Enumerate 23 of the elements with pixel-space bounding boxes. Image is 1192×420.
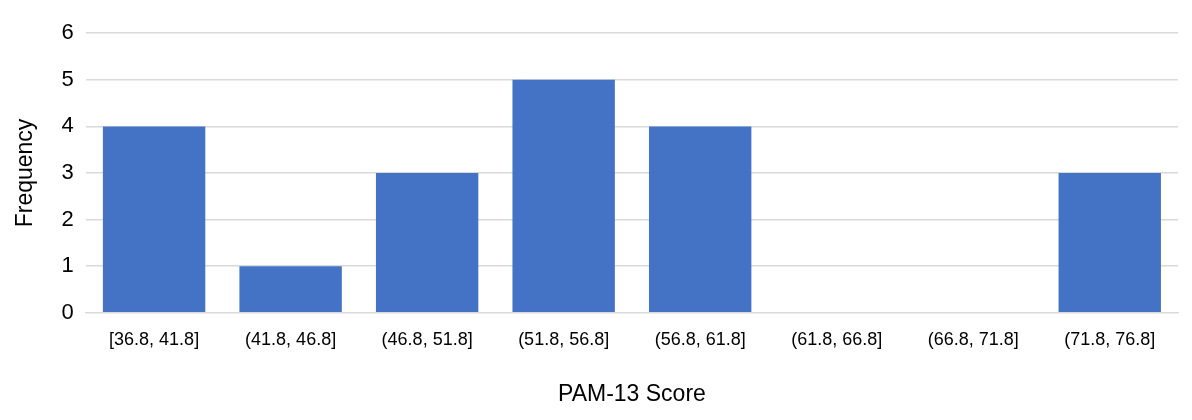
x-tick-label: (56.8, 61.8] <box>654 328 746 349</box>
x-tick-label: (51.8, 56.8] <box>518 328 610 349</box>
y-tick-label: 5 <box>61 65 74 91</box>
x-tick-label: (46.8, 51.8] <box>381 328 473 349</box>
y-axis-title: Frequency <box>11 118 38 228</box>
y-tick-label: 3 <box>61 159 74 185</box>
y-tick-label: 6 <box>61 19 74 45</box>
y-tick-label: 0 <box>61 298 74 324</box>
bar <box>375 173 479 313</box>
x-tick-label: [36.8, 41.8] <box>109 328 200 349</box>
x-axis-title: PAM-13 Score <box>557 379 706 406</box>
bar <box>512 79 615 313</box>
x-tick-label: (61.8, 66.8] <box>791 328 883 349</box>
bar <box>648 126 752 313</box>
y-tick-label: 1 <box>61 252 74 278</box>
x-tick-label: (41.8, 46.8] <box>245 328 337 349</box>
bar <box>239 266 342 313</box>
y-tick-label: 2 <box>61 205 74 231</box>
x-tick-label: (66.8, 71.8] <box>927 328 1019 349</box>
x-tick-label: (71.8, 76.8] <box>1064 328 1156 349</box>
bar <box>1058 173 1161 313</box>
y-tick-label: 4 <box>61 112 74 138</box>
bar <box>102 126 206 313</box>
